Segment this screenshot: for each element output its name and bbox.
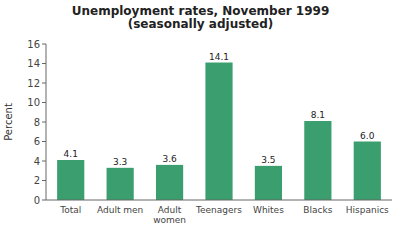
text-line: Hispanics xyxy=(346,205,389,215)
y-tick-label: 8 xyxy=(34,117,40,128)
bar xyxy=(255,166,282,200)
y-tick-label: 0 xyxy=(34,195,40,206)
data-label: 14.1 xyxy=(209,52,229,62)
x-tick-label: Blacks xyxy=(303,205,332,215)
data-labels: 4.1 3.3 3.6 14.1 3.5 8.1 6.0 xyxy=(64,52,375,167)
chart-svg: Unemployment rates, November 1999(season… xyxy=(0,0,401,238)
x-tick-label: Whites xyxy=(253,205,284,215)
data-label: 8.1 xyxy=(311,110,325,120)
y-tick-label: 12 xyxy=(27,78,40,89)
y-tick xyxy=(42,180,46,181)
text-line: Total xyxy=(59,205,81,215)
y-tick xyxy=(42,161,46,162)
text-line: Unemployment rates, November 1999 xyxy=(72,4,330,18)
y-tick xyxy=(42,44,46,45)
y-tick-label: 2 xyxy=(34,175,40,186)
text-line: Adult xyxy=(158,205,182,215)
text-line: (seasonally adjusted) xyxy=(128,17,274,31)
text-line: Whites xyxy=(253,205,284,215)
text-line: Teenagers xyxy=(195,205,242,215)
y-axis-label: Percent xyxy=(3,103,14,141)
data-label: 3.6 xyxy=(162,154,177,164)
bar xyxy=(304,121,331,200)
x-tick-label: Total xyxy=(59,205,81,215)
y-axis: 0 2 4 6 8 10 12 14 16 xyxy=(27,39,46,206)
chart-container: Unemployment rates, November 1999(season… xyxy=(0,0,401,238)
x-tick-label: Teenagers xyxy=(195,205,242,215)
x-axis-line xyxy=(46,200,392,201)
y-tick-label: 14 xyxy=(27,58,40,69)
data-label: 3.3 xyxy=(113,157,127,167)
y-tick-label: 10 xyxy=(27,97,40,108)
x-tick-label: Adult men xyxy=(97,205,143,215)
bars xyxy=(57,63,381,200)
bar xyxy=(156,165,183,200)
text-line: women xyxy=(153,215,186,225)
y-tick xyxy=(42,102,46,103)
bar xyxy=(354,142,381,201)
y-tick-label: 4 xyxy=(34,156,40,167)
y-tick xyxy=(42,83,46,84)
x-axis: Total Adult men Adultwomen Teenagers Whites B… xyxy=(46,200,392,225)
y-tick xyxy=(42,63,46,64)
bar xyxy=(107,168,134,200)
y-tick-label: 16 xyxy=(27,39,40,50)
x-tick-label: Adultwomen xyxy=(153,205,186,225)
data-label: 6.0 xyxy=(360,131,375,141)
y-tick xyxy=(42,141,46,142)
text-line: Blacks xyxy=(303,205,332,215)
y-tick-label: 6 xyxy=(34,136,40,147)
background xyxy=(0,0,401,238)
bar xyxy=(205,63,232,200)
bar xyxy=(57,160,84,200)
data-label: 4.1 xyxy=(64,149,78,159)
x-tick-label: Hispanics xyxy=(346,205,389,215)
y-tick xyxy=(42,122,46,123)
title: Unemployment rates, November 1999(season… xyxy=(72,4,330,31)
y-tick xyxy=(42,200,46,201)
text-line: Adult men xyxy=(97,205,143,215)
y-axis-line xyxy=(46,44,47,200)
data-label: 3.5 xyxy=(261,155,275,165)
